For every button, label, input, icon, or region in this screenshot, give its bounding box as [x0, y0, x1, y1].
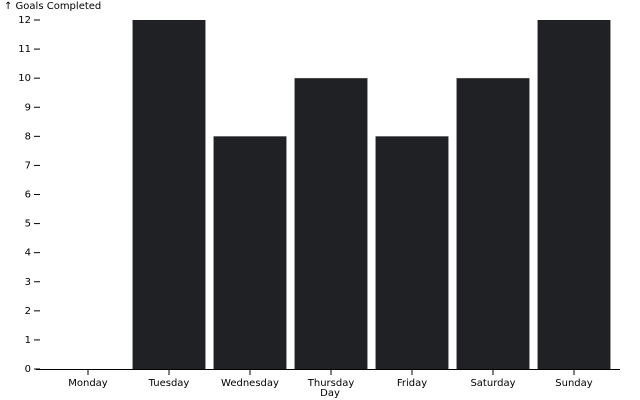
y-tick-label: 3 — [25, 277, 31, 288]
bar — [132, 20, 206, 369]
y-tick-label: 7 — [25, 160, 31, 171]
bar — [375, 136, 449, 369]
y-tick-label: 8 — [25, 131, 31, 142]
x-tick-label: Monday — [68, 378, 108, 389]
y-tick-label: 6 — [25, 190, 31, 201]
x-tick-label: Thursday — [307, 378, 355, 389]
y-tick-label: 12 — [18, 15, 31, 26]
bar — [537, 20, 611, 369]
y-tick-label: 10 — [18, 73, 31, 84]
bar — [456, 78, 530, 370]
y-tick-label: 11 — [18, 44, 31, 55]
y-tick-label: 1 — [25, 335, 31, 346]
y-tick-label: 9 — [25, 102, 31, 113]
y-tick-label: 2 — [25, 306, 31, 317]
y-axis-label: ↑ Goals Completed — [4, 1, 101, 12]
y-tick-label: 0 — [25, 364, 31, 375]
x-tick-label: Sunday — [555, 378, 592, 389]
x-tick-label: Wednesday — [221, 378, 279, 389]
y-tick-label: 4 — [25, 248, 31, 259]
x-tick-label: Friday — [397, 378, 427, 389]
x-tick-label: Saturday — [470, 378, 515, 389]
x-axis-label: Day — [320, 388, 340, 399]
bar — [213, 136, 287, 369]
y-tick-label: 5 — [25, 219, 31, 230]
x-tick-label: Tuesday — [148, 378, 190, 389]
bar — [294, 78, 368, 370]
